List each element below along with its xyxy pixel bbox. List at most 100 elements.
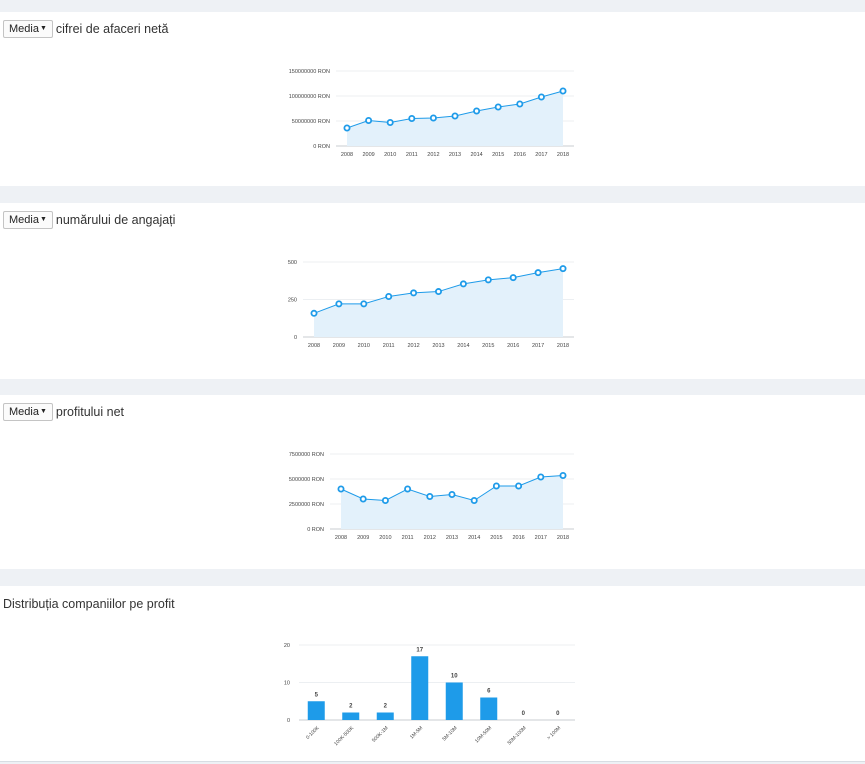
data-point <box>470 497 478 505</box>
x-tick-label: 2017 <box>535 152 547 158</box>
x-tick-label: 2018 <box>557 343 569 349</box>
data-point <box>492 482 500 490</box>
x-tick-label: 0-100K <box>305 725 321 741</box>
bar <box>307 701 325 720</box>
x-tick-label: 2011 <box>383 343 395 349</box>
data-point <box>365 117 373 125</box>
x-tick-label: 2013 <box>449 152 461 158</box>
series-area <box>314 268 563 337</box>
x-tick-label: 2010 <box>358 343 370 349</box>
media-dropdown-button[interactable]: Media ▼ <box>3 403 53 421</box>
x-tick-label: 2016 <box>514 152 526 158</box>
y-tick-label: 500 <box>288 260 297 266</box>
media-button-label: Media <box>9 406 39 418</box>
x-tick-label: 2008 <box>341 152 353 158</box>
x-tick-label: 100K-500K <box>333 725 355 747</box>
y-tick-label: 5000000 RON <box>289 477 324 483</box>
data-point <box>516 100 524 108</box>
data-point <box>337 485 345 493</box>
bar <box>445 682 463 720</box>
data-point <box>515 482 523 490</box>
data-point <box>343 124 351 132</box>
x-tick-label: 2015 <box>492 152 504 158</box>
bar <box>480 697 498 720</box>
series-area <box>341 475 563 529</box>
net-profit-chart: 0 RON 2500000 RON 5000000 RON 7500000 RON 20… <box>289 452 574 541</box>
x-tick-label: 2017 <box>532 343 544 349</box>
data-point <box>448 491 456 499</box>
data-point <box>360 300 368 308</box>
x-tick-label: 2010 <box>379 535 391 541</box>
data-point <box>410 289 418 297</box>
x-tick-label: 2017 <box>535 535 547 541</box>
bar-value-label: 2 <box>384 704 388 710</box>
data-point <box>408 115 416 123</box>
bar-value-label: 10 <box>451 674 458 680</box>
data-point <box>385 293 393 301</box>
caret-down-icon: ▼ <box>39 25 47 32</box>
y-tick-label: 7500000 RON <box>289 452 324 458</box>
bar-value-label: 2 <box>349 704 353 710</box>
x-tick-label: 2014 <box>457 343 469 349</box>
panel-header: Media ▼ numărului de angajați <box>3 211 175 229</box>
x-tick-label: 50M-100M <box>507 725 528 746</box>
x-tick-label: 2018 <box>557 535 569 541</box>
employees-panel: Media ▼ numărului de angajați 0 250 500 2008… <box>0 203 865 379</box>
x-tick-label: 5M-10M <box>441 725 458 742</box>
media-dropdown-button[interactable]: Media ▼ <box>3 211 53 229</box>
x-tick-label: 2014 <box>470 152 482 158</box>
data-point <box>451 112 459 120</box>
data-point <box>473 107 481 115</box>
x-tick-label: > 100M <box>546 725 562 741</box>
data-point <box>484 276 492 284</box>
data-point <box>404 485 412 493</box>
bar-value-label: 5 <box>315 692 319 698</box>
panel-title: numărului de angajați <box>55 213 176 227</box>
data-point <box>494 103 502 111</box>
bar <box>342 712 360 720</box>
y-tick-label: 150000000 RON <box>289 69 330 75</box>
data-point <box>310 309 318 317</box>
x-tick-label: 2018 <box>557 152 569 158</box>
x-tick-label: 2012 <box>407 343 419 349</box>
x-tick-label: 2014 <box>468 535 480 541</box>
x-tick-label: 2011 <box>406 152 418 158</box>
bar <box>376 712 394 720</box>
x-tick-label: 2015 <box>490 535 502 541</box>
y-tick-label: 250 <box>288 298 297 304</box>
media-button-label: Media <box>9 214 39 226</box>
x-tick-label: 2008 <box>335 535 347 541</box>
data-point <box>534 269 542 277</box>
net-profit-panel: Media ▼ profitului net 0 RON 2500000 RON 50… <box>0 395 865 569</box>
x-tick-label: 2008 <box>308 343 320 349</box>
x-tick-label: 2016 <box>512 535 524 541</box>
net-turnover-panel: Media ▼ cifrei de afaceri netă 0 RON 50000… <box>0 12 865 186</box>
x-tick-label: 2015 <box>482 343 494 349</box>
caret-down-icon: ▼ <box>39 216 47 223</box>
net-turnover-chart: 0 RON 50000000 RON 100000000 RON 150000000 … <box>289 69 574 158</box>
y-tick-label: 0 RON <box>313 144 330 150</box>
y-tick-label: 20 <box>284 643 290 649</box>
caret-down-icon: ▼ <box>39 408 47 415</box>
data-point <box>381 497 389 505</box>
y-tick-label: 0 RON <box>307 527 324 533</box>
data-point <box>359 495 367 503</box>
data-point <box>386 119 394 127</box>
x-tick-label: 2016 <box>507 343 519 349</box>
x-tick-label: 500K-1M <box>371 725 390 744</box>
y-tick-label: 0 <box>294 335 297 341</box>
media-dropdown-button[interactable]: Media ▼ <box>3 20 53 38</box>
data-point <box>537 93 545 101</box>
x-tick-label: 2012 <box>424 535 436 541</box>
y-tick-label: 2500000 RON <box>289 502 324 508</box>
data-point <box>559 265 567 273</box>
x-tick-label: 2013 <box>432 343 444 349</box>
y-tick-label: 100000000 RON <box>289 94 330 100</box>
x-tick-label: 2009 <box>357 535 369 541</box>
x-tick-label: 10M-50M <box>474 725 493 744</box>
employees-chart: 0 250 500 2008 2009 2010 2011 2012 2013 2014 2015 2… <box>288 260 574 349</box>
x-tick-label: 2012 <box>427 152 439 158</box>
data-point <box>537 473 545 481</box>
y-tick-label: 10 <box>284 681 290 687</box>
x-tick-label: 2013 <box>446 535 458 541</box>
